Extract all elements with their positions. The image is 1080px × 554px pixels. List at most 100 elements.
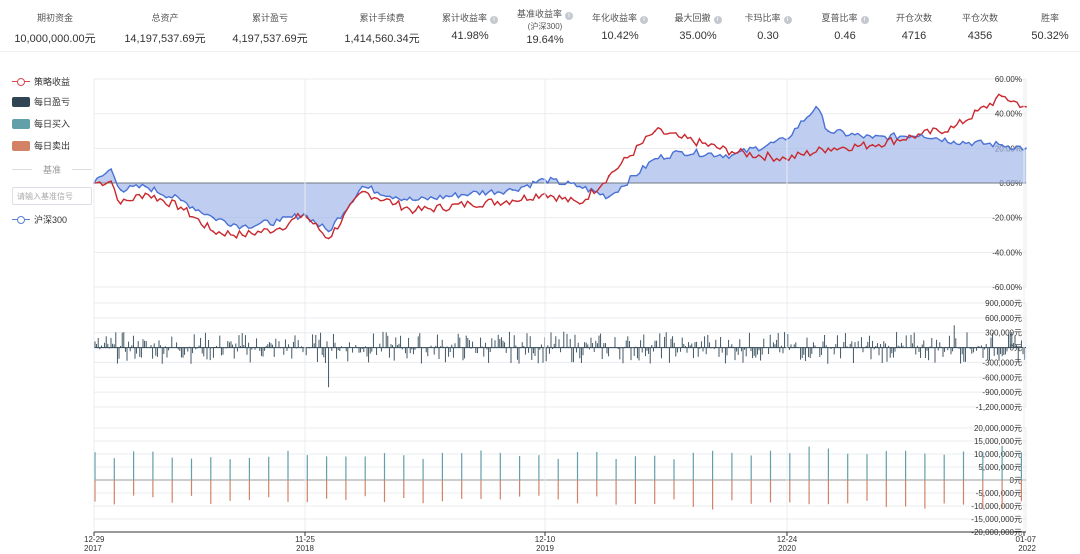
strategy-point bbox=[871, 143, 874, 146]
stat-value: 0.30 bbox=[757, 30, 779, 42]
benchmark-point bbox=[414, 199, 417, 202]
y-tick-label: -1,200,000元 bbox=[976, 403, 1022, 412]
strategy-point bbox=[654, 130, 657, 132]
legend-benchmark[interactable]: 沪深300 bbox=[12, 213, 67, 227]
stat-value: 0.46 bbox=[834, 30, 856, 42]
x-tick-year: 2019 bbox=[536, 544, 554, 553]
strategy-point bbox=[469, 202, 472, 205]
y-tick-label: 40.00% bbox=[995, 110, 1022, 119]
stat-7: 最大回撤 i 35.00% bbox=[643, 0, 753, 52]
x-tick-year: 2020 bbox=[778, 544, 796, 553]
stat-label: 夏普比率 i bbox=[790, 11, 900, 24]
square-marker-icon bbox=[12, 118, 30, 129]
benchmark-point bbox=[815, 105, 818, 108]
stat-5: 基准收益率 i (沪深300) 19.64% bbox=[490, 0, 600, 52]
benchmark-point bbox=[680, 150, 683, 153]
benchmark-point bbox=[784, 138, 787, 141]
strategy-point bbox=[680, 137, 683, 139]
benchmark-point bbox=[302, 213, 305, 216]
benchmark-point bbox=[1001, 143, 1003, 146]
stat-8: 卡玛比率 i 0.30 bbox=[713, 0, 823, 52]
stat-label: 平仓次数 bbox=[961, 13, 998, 23]
summary-stats: 期初资金 10,000,000.00元 总资产 14,197,537.69元 累计盈亏 4… bbox=[0, 0, 1080, 52]
stat-label: 累计手续费 bbox=[359, 13, 405, 23]
strategy-point bbox=[327, 237, 330, 240]
daily-pnl-bars bbox=[94, 325, 1026, 388]
y-tick-label: 900,000元 bbox=[985, 299, 1022, 308]
stat-sublabel: (沪深300) bbox=[527, 22, 563, 31]
series-line-benchmark bbox=[93, 105, 1027, 233]
series-line-strategy bbox=[93, 93, 1027, 240]
info-icon[interactable]: i bbox=[783, 16, 792, 24]
stat-1: 总资产 14,197,537.69元 bbox=[110, 0, 220, 52]
benchmark-signal-input[interactable] bbox=[12, 187, 92, 205]
legend-daily-sell[interactable]: 每日卖出 bbox=[12, 139, 70, 153]
info-icon[interactable]: i bbox=[640, 16, 648, 24]
stat-6: 年化收益率 i 10.42% bbox=[565, 0, 675, 52]
info-icon[interactable]: i bbox=[713, 16, 722, 24]
stat-value: 50.32% bbox=[1031, 30, 1069, 42]
x-tick-date: 01-07 bbox=[1016, 535, 1037, 544]
benchmark-point bbox=[920, 133, 923, 136]
y-tick-label: -10,000,000元 bbox=[971, 502, 1022, 511]
strategy-point bbox=[784, 157, 787, 160]
stat-label: 卡玛比率 i bbox=[713, 11, 823, 24]
y-tick-label: -15,000,000元 bbox=[971, 515, 1022, 524]
x-tick-date: 12-24 bbox=[777, 535, 798, 544]
benchmark-point bbox=[361, 185, 364, 188]
benchmark-point bbox=[144, 185, 147, 188]
strategy-point bbox=[414, 209, 417, 212]
square-marker-icon bbox=[12, 96, 30, 107]
y-tick-label: -60.00% bbox=[992, 283, 1022, 292]
stat-10: 开仓次数 4716 bbox=[859, 0, 969, 52]
stat-9: 夏普比率 i 0.46 bbox=[790, 0, 900, 52]
benchmark-point bbox=[827, 130, 830, 132]
stat-label: 最大回撤 i bbox=[643, 11, 753, 24]
stat-value: 14,197,537.69元 bbox=[124, 33, 206, 45]
stat-label: 基准收益率 i bbox=[490, 7, 600, 20]
strategy-point bbox=[511, 199, 514, 202]
y-tick-label: -20.00% bbox=[992, 214, 1022, 223]
info-icon[interactable]: i bbox=[490, 16, 498, 24]
benchmark-point bbox=[607, 195, 610, 198]
y-tick-label: -40.00% bbox=[992, 248, 1022, 257]
info-icon[interactable]: i bbox=[565, 12, 573, 20]
y-tick-label: 600,000元 bbox=[985, 314, 1022, 323]
benchmark-point bbox=[730, 154, 733, 157]
benchmark-point bbox=[394, 195, 397, 198]
strategy-point bbox=[394, 202, 397, 205]
line-marker-icon bbox=[12, 215, 30, 225]
strategy-point bbox=[730, 150, 733, 153]
benchmark-point bbox=[119, 189, 122, 191]
stat-value: 1,414,560.34元 bbox=[344, 33, 420, 45]
benchmark-point bbox=[511, 189, 514, 191]
line-marker-icon bbox=[12, 77, 30, 87]
strategy-point bbox=[578, 202, 581, 205]
x-tick-year: 2017 bbox=[84, 544, 102, 553]
info-icon[interactable]: i bbox=[860, 16, 869, 24]
benchmark-point bbox=[241, 225, 244, 228]
y-tick-label: 20,000,000元 bbox=[974, 424, 1022, 433]
y-tick-label: 15,000,000元 bbox=[974, 437, 1022, 446]
y-tick-label: 5,000,000元 bbox=[978, 463, 1022, 472]
legend-strategy-return[interactable]: 策略收益 bbox=[12, 75, 70, 89]
strategy-point bbox=[827, 147, 830, 150]
strategy-point bbox=[1025, 105, 1027, 108]
x-tick-date: 12-29 bbox=[84, 535, 105, 544]
strategy-point bbox=[1001, 95, 1003, 98]
stat-2: 累计盈亏 4,197,537.69元 bbox=[215, 0, 325, 52]
stat-label: 年化收益率 i bbox=[565, 11, 675, 24]
stat-value: 4,197,537.69元 bbox=[232, 33, 308, 45]
x-tick-year: 2018 bbox=[296, 544, 314, 553]
legend-daily-buy[interactable]: 每日买入 bbox=[12, 117, 70, 131]
y-tick-label: 60.00% bbox=[995, 75, 1022, 84]
benchmark-point bbox=[212, 216, 215, 219]
benchmark-divider: 基准 bbox=[12, 163, 92, 175]
strategy-point bbox=[212, 230, 215, 233]
legend-daily-pnl[interactable]: 每日盈亏 bbox=[12, 95, 70, 109]
benchmark-point bbox=[654, 157, 657, 160]
stat-value: 4716 bbox=[901, 30, 927, 42]
stat-label: 累计收益率 i bbox=[415, 11, 525, 24]
benchmark-point bbox=[179, 199, 182, 202]
